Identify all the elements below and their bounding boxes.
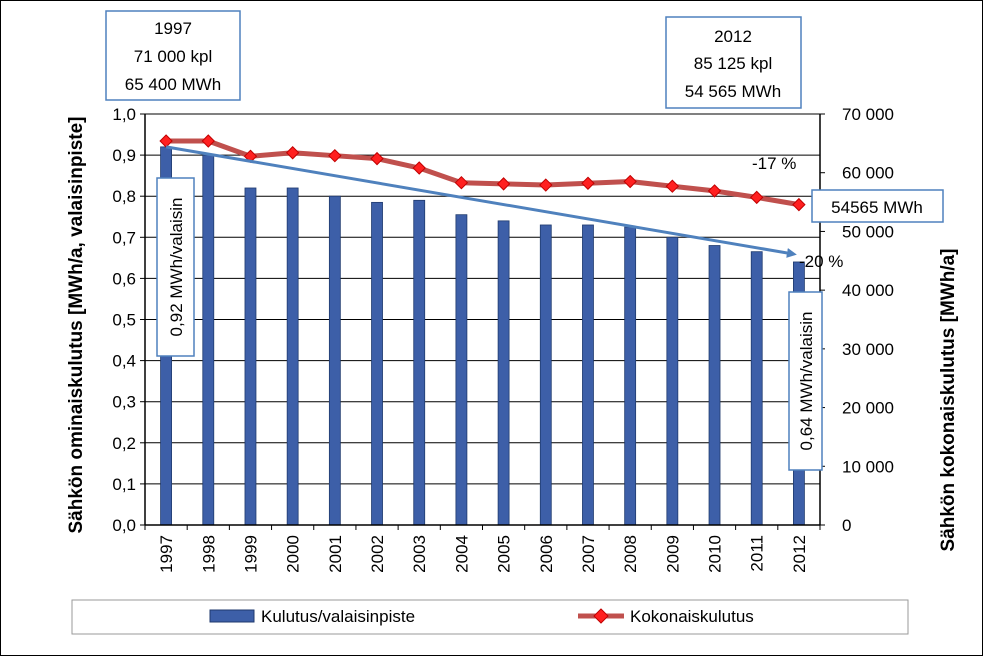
x-tick-label: 2010 (706, 535, 725, 573)
right-tick-label: 60 000 (842, 164, 894, 183)
label-1997-bar-value: 0,92 MWh/valaisin (167, 198, 186, 337)
line-marker (750, 190, 764, 205)
annotation-1997-year: 1997 (154, 19, 192, 38)
bar (286, 187, 299, 526)
legend-label-bar: Kulutus/valaisinpiste (261, 607, 415, 626)
y-axis-left-title: Sähkön ominaiskulutus [MWh/a, valaisinpi… (66, 116, 87, 533)
pct-unit-label: -20 % (799, 252, 843, 271)
bar (666, 236, 679, 526)
left-tick-label: 0,2 (112, 434, 136, 453)
x-tick-label: 2000 (284, 535, 303, 573)
bar (413, 199, 426, 526)
x-tick-label: 2005 (495, 535, 514, 573)
gridlines (145, 113, 820, 485)
line-marker (707, 184, 722, 198)
line-marker (201, 134, 215, 148)
left-tick-label: 0,0 (112, 516, 136, 535)
bar (624, 226, 637, 526)
right-tick-label: 40 000 (842, 281, 894, 300)
bar-series (160, 146, 805, 526)
legend-swatch-marker (593, 608, 609, 624)
bar (497, 220, 510, 526)
left-tick-label: 0,1 (112, 475, 136, 494)
right-axis-ticks: 0 10 000 20 000 30 000 40 000 50 000 60 000 70 … (820, 105, 894, 535)
line-marker (328, 148, 342, 163)
bar (244, 187, 257, 526)
legend-swatch-bar (209, 609, 255, 623)
trend-arrow (165, 145, 797, 258)
end-value-box: 54565 MWh (811, 189, 944, 223)
left-tick-label: 0,8 (112, 187, 136, 206)
bar (455, 214, 468, 526)
label-2012-bar-value: 0,64 MWh/valaisin (797, 312, 816, 451)
right-tick-label: 70 000 (842, 105, 894, 124)
annotation-2012-year: 2012 (714, 27, 752, 46)
x-tick-label: 2008 (621, 535, 640, 573)
line-marker (623, 174, 637, 189)
line-marker (539, 178, 553, 192)
right-tick-label: 50 000 (842, 222, 894, 241)
annotation-2012-count: 85 125 kpl (694, 54, 772, 73)
x-axis-ticks: 1997 1998 1999 2000 2001 2002 2003 2004 2005 2006… (144, 525, 821, 573)
x-tick-label: 2002 (368, 535, 387, 573)
annotation-1997-energy: 65 400 MWh (125, 75, 221, 94)
line-marker (285, 146, 300, 160)
bar (539, 224, 552, 526)
bar (328, 195, 341, 526)
left-tick-label: 0,4 (112, 352, 136, 371)
line-marker (412, 161, 426, 175)
bar (582, 224, 594, 526)
line-marker (496, 177, 511, 191)
x-tick-label: 2007 (579, 535, 598, 573)
left-tick-label: 0,5 (112, 311, 136, 330)
line-series (159, 134, 806, 212)
left-tick-label: 0,9 (112, 146, 136, 165)
right-tick-label: 20 000 (842, 399, 894, 418)
left-tick-label: 0,3 (112, 393, 136, 412)
pct-total-label: -17 % (752, 154, 796, 173)
right-tick-label: 30 000 (842, 340, 894, 359)
x-tick-label: 1997 (157, 535, 176, 573)
line-marker (665, 179, 680, 193)
annotation-1997-count: 71 000 kpl (134, 47, 212, 66)
line-path (166, 138, 800, 208)
label-box-1997-bar: 0,92 MWh/valaisin (156, 177, 195, 357)
legend: Kulutus/valaisinpiste Kokonaiskulutus (71, 599, 909, 635)
annotation-box-1997: 1997 71 000 kpl 65 400 MWh (105, 10, 241, 101)
right-tick-label: 10 000 (842, 457, 894, 476)
line-marker (159, 134, 173, 148)
x-tick-label: 2001 (326, 535, 345, 573)
bar (750, 251, 763, 526)
left-axis-ticks: 0,0 0,1 0,2 0,3 0,4 0,5 0,6 0,7 0,8 0,9 1,0 (112, 105, 145, 535)
left-tick-label: 1,0 (112, 105, 136, 124)
x-tick-label: 2012 (790, 535, 809, 573)
bar (708, 245, 721, 526)
annotation-2012-energy: 54 565 MWh (685, 82, 781, 101)
x-tick-label: 1998 (199, 535, 218, 573)
line-marker (792, 197, 806, 212)
x-tick-label: 2009 (663, 535, 682, 573)
right-tick-label: 0 (842, 516, 851, 535)
x-tick-label: 2003 (410, 535, 429, 573)
label-box-2012-bar: 0,64 MWh/valaisin (788, 291, 823, 471)
legend-label-line: Kokonaiskulutus (630, 607, 754, 626)
line-marker (454, 175, 469, 190)
line-marker (581, 176, 595, 190)
trend-arrow-line (165, 145, 797, 258)
left-tick-label: 0,6 (112, 269, 136, 288)
x-tick-label: 1999 (241, 535, 260, 573)
end-value-label: 54565 MWh (831, 198, 923, 217)
line-marker (370, 151, 384, 166)
x-tick-label: 2004 (452, 535, 471, 573)
bar (371, 201, 383, 526)
x-tick-label: 2006 (537, 535, 556, 573)
left-tick-label: 0,7 (112, 228, 136, 247)
bar (202, 154, 215, 526)
annotation-box-2012: 2012 85 125 kpl 54 565 MWh (665, 16, 802, 109)
x-tick-label: 2011 (748, 535, 767, 572)
y-axis-right-title: Sähkön kokonaiskulutus [MWh/a] (938, 249, 959, 552)
